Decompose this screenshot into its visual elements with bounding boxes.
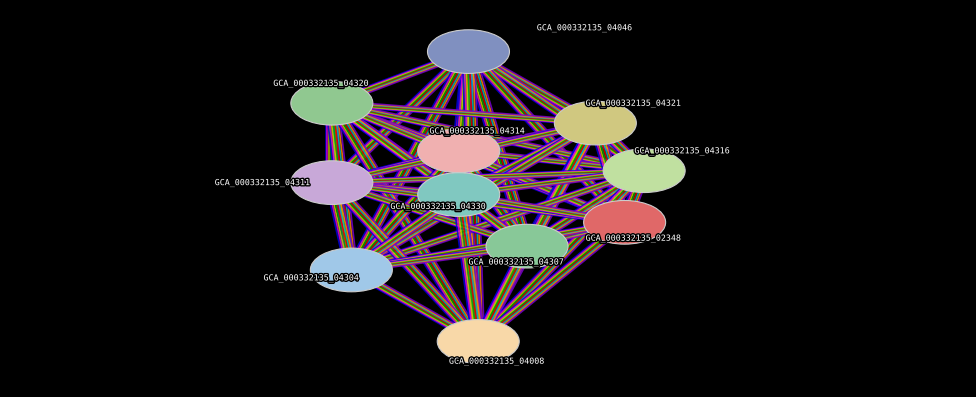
- Ellipse shape: [427, 30, 509, 73]
- Text: GCA_000332135_04311: GCA_000332135_04311: [215, 178, 309, 187]
- Text: GCA_000332135_04320: GCA_000332135_04320: [273, 79, 368, 88]
- Ellipse shape: [554, 101, 636, 145]
- Ellipse shape: [291, 81, 373, 125]
- Text: GCA_000332135_04321: GCA_000332135_04321: [586, 99, 680, 108]
- Text: GCA_000332135_02348: GCA_000332135_02348: [586, 234, 680, 243]
- Ellipse shape: [584, 200, 666, 244]
- Ellipse shape: [437, 320, 519, 363]
- Text: GCA_000332135_04008: GCA_000332135_04008: [449, 357, 544, 366]
- Text: GCA_000332135_04307: GCA_000332135_04307: [468, 258, 563, 266]
- Text: GCA_000332135_04314: GCA_000332135_04314: [429, 127, 524, 135]
- Text: GCA_000332135_04304: GCA_000332135_04304: [264, 274, 358, 282]
- Text: GCA_000332135_04046: GCA_000332135_04046: [537, 23, 631, 32]
- Ellipse shape: [603, 149, 685, 193]
- Ellipse shape: [486, 224, 568, 268]
- Ellipse shape: [310, 248, 392, 292]
- Text: GCA_000332135_04330: GCA_000332135_04330: [390, 202, 485, 211]
- Ellipse shape: [418, 173, 500, 216]
- Ellipse shape: [418, 129, 500, 173]
- Ellipse shape: [291, 161, 373, 204]
- Text: GCA_000332135_04316: GCA_000332135_04316: [634, 146, 729, 155]
